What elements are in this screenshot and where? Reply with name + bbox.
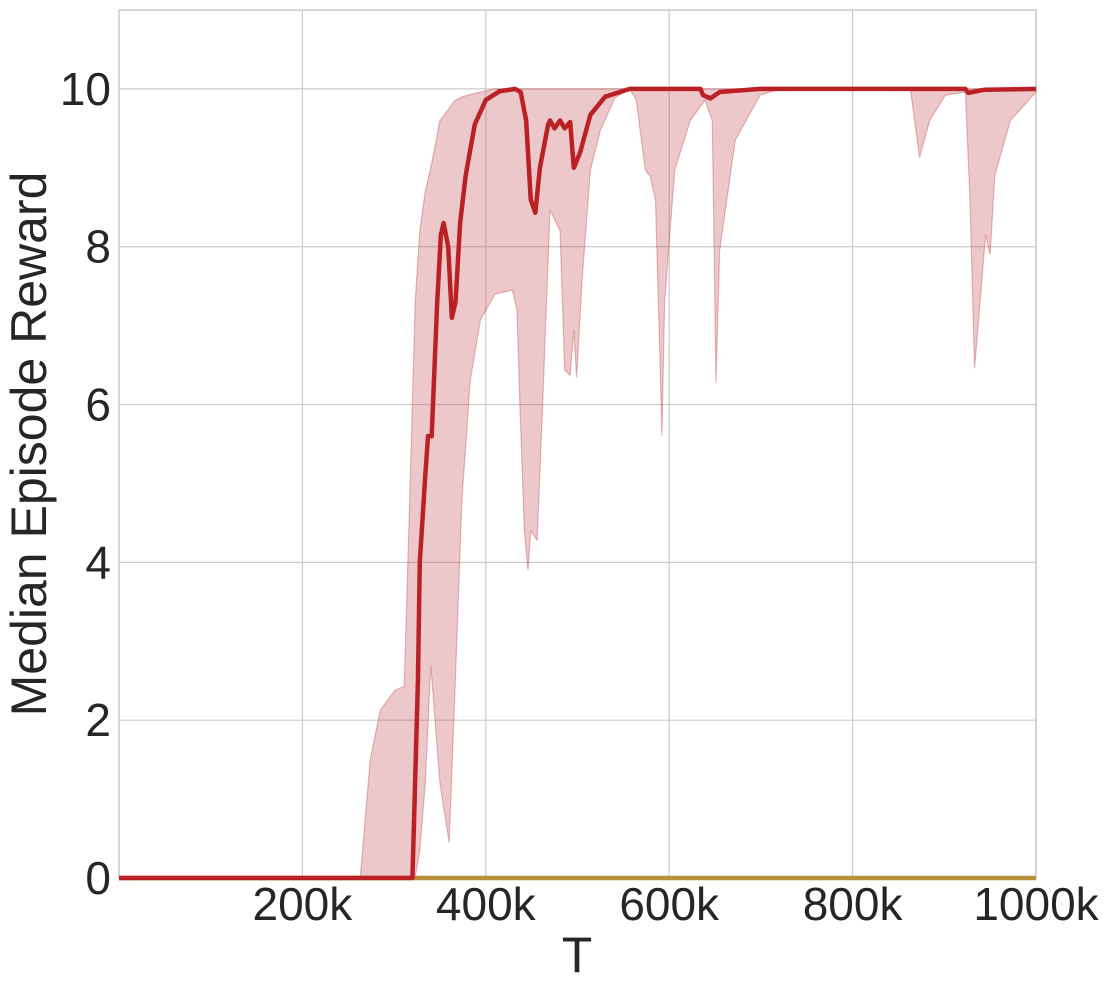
y-tick-label: 0 xyxy=(85,852,111,904)
y-axis-label: Median Episode Reward xyxy=(1,172,57,717)
x-tick-label: 800k xyxy=(803,878,904,930)
y-tick-label: 4 xyxy=(85,536,111,588)
x-tick-label: 200k xyxy=(253,878,354,930)
y-tick-label: 6 xyxy=(85,379,111,431)
series-line xyxy=(119,86,1037,881)
x-tick-label: 1000k xyxy=(973,878,1099,930)
y-tick-label: 10 xyxy=(60,63,111,115)
confidence-band xyxy=(119,88,1037,879)
y-tick-label: 8 xyxy=(85,221,111,273)
x-axis-label: T xyxy=(562,927,593,983)
y-tick-label: 2 xyxy=(85,694,111,746)
x-tick-label: 400k xyxy=(436,878,537,930)
x-tick-label: 600k xyxy=(619,878,720,930)
